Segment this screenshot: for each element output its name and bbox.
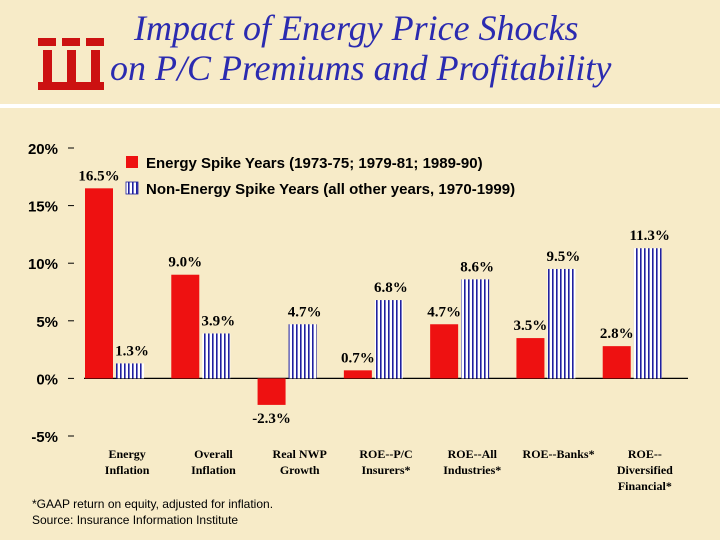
iii-logo-icon [38, 38, 104, 90]
y-tick-label: 15% [28, 199, 58, 216]
non-energy-bar [633, 248, 662, 379]
title-divider [0, 104, 720, 108]
energy-bar [602, 346, 631, 379]
x-category-label: ROE--All [448, 447, 498, 461]
x-category-label: Energy [108, 447, 145, 461]
data-label: 9.0% [168, 255, 202, 271]
footnote-gaap: *GAAP return on equity, adjusted for inf… [32, 497, 274, 511]
legend-label: Energy Spike Years (1973-75; 1979-81; 19… [146, 155, 483, 172]
y-tick-label: -5% [31, 429, 58, 446]
y-tick-label: 20% [28, 141, 58, 158]
data-label: 8.6% [460, 259, 494, 275]
data-label: 6.8% [374, 280, 408, 296]
x-category-label: Financial* [618, 479, 672, 493]
footnote: *GAAP return on equity, adjusted for inf… [32, 496, 273, 528]
x-category-label: ROE--P/C [359, 447, 412, 461]
x-category-label: Industries* [443, 463, 501, 477]
data-label: 2.8% [600, 326, 634, 342]
x-category-label: Inflation [105, 463, 150, 477]
non-energy-bar [202, 333, 231, 379]
data-label: 9.5% [547, 249, 581, 265]
legend-swatch-energy [126, 156, 138, 168]
title-line-2: on P/C Premiums and Profitability [110, 48, 612, 88]
title-line-1: Impact of Energy Price Shocks [134, 8, 579, 48]
legend-label: Non-Energy Spike Years (all other years,… [146, 181, 515, 198]
data-label: 4.7% [427, 304, 461, 320]
y-tick-label: 10% [28, 256, 58, 273]
data-label: 16.5% [78, 168, 119, 184]
x-category-label: Inflation [191, 463, 236, 477]
non-energy-bar [374, 300, 403, 379]
data-label: 3.5% [514, 318, 548, 334]
slide-title: Impact of Energy Price Shocks on P/C Pre… [110, 8, 710, 88]
energy-bar [85, 188, 113, 379]
x-category-label: Real NWP [273, 447, 327, 461]
legend-swatch-non-energy [125, 181, 139, 195]
x-category-label: Growth [280, 463, 320, 477]
x-category-label: ROE--Banks* [523, 447, 595, 461]
data-label: 0.7% [341, 350, 375, 366]
energy-bar [430, 324, 459, 379]
x-category-label: ROE-- [628, 447, 662, 461]
y-tick-label: 0% [36, 371, 58, 388]
data-label: 11.3% [629, 228, 669, 244]
footnote-source: Source: Insurance Information Institute [32, 513, 239, 527]
energy-bar [516, 338, 545, 379]
x-category-label: Overall [194, 447, 233, 461]
energy-bar [171, 274, 200, 379]
data-label: 1.3% [115, 343, 149, 359]
non-energy-bar [547, 268, 576, 379]
x-category-label: Diversified [617, 463, 673, 477]
x-category-label: Insurers* [361, 463, 410, 477]
y-tick-label: 5% [36, 314, 58, 331]
non-energy-bar [288, 324, 317, 379]
non-energy-bar [116, 363, 144, 379]
energy-bar [343, 370, 372, 379]
data-label: 4.7% [288, 304, 322, 320]
data-label: -2.3% [252, 411, 291, 427]
energy-bar [257, 378, 286, 405]
data-label: 3.9% [201, 313, 235, 329]
non-energy-bar [461, 279, 490, 379]
